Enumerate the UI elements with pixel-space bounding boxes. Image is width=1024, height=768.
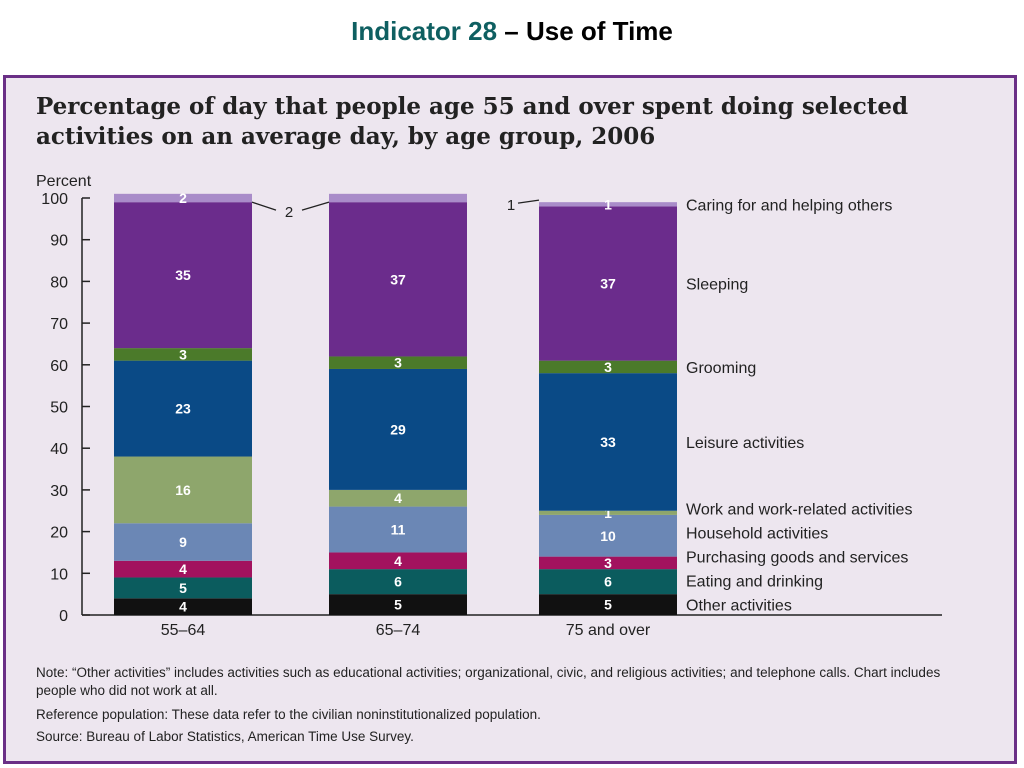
y-tick-label: 100 [41,191,68,208]
bar-segment [114,348,252,361]
bar-segment [114,202,252,349]
bar-segment [329,594,467,615]
bar-segment [329,193,467,203]
bar-segment [114,577,252,599]
bar-segment [114,360,252,457]
bar-segment [329,356,467,369]
bar-segment [114,560,252,578]
y-tick-label: 50 [50,400,68,417]
bar-segment [329,506,467,553]
bar-data-label: 4 [179,561,187,577]
legend-entry: Eating and drinking [686,574,823,591]
bar-data-label: 11 [391,522,406,538]
bar-segment [539,514,677,557]
stacked-bar-chart: Percent010203040506070809010045491623335… [36,173,942,639]
y-tick-label: 90 [50,233,68,250]
bar-data-label: 23 [175,401,191,417]
bar-data-label: 1 [604,505,612,521]
callout-leader [301,201,330,211]
y-axis-label: Percent [36,173,92,190]
callout-label: 2 [285,204,293,221]
bar-data-label: 4 [394,490,402,506]
x-tick-label: 75 and over [566,622,651,639]
legend-entry: Grooming [686,360,756,377]
x-tick-label: 55–64 [161,622,206,639]
bar-data-label: 5 [394,597,402,613]
bar-segment [114,456,252,524]
y-tick-label: 70 [50,316,68,333]
bar-segment [539,556,677,570]
source-note: Source: Bureau of Labor Statistics, Amer… [36,729,414,744]
bar-segment [329,489,467,507]
bar-data-label: 29 [390,421,406,437]
bar-segment [329,552,467,570]
bar-data-label: 5 [179,580,187,596]
chart-panel: Percentage of day that people age 55 and… [3,75,1017,764]
bar-data-label: 2 [179,190,187,206]
chart-title: Percentage of day that people age 55 and… [36,93,909,150]
bar-data-label: 1 [604,196,612,212]
bar-data-label: 6 [394,574,402,590]
bar-segment [329,368,467,490]
bar-data-label: 3 [604,359,612,375]
bar-segment [539,360,677,374]
bar-data-label: 6 [604,574,612,590]
x-tick-label: 65–74 [376,622,421,639]
bar-segment [114,598,252,615]
bar-segment [539,373,677,511]
bar-segment [329,569,467,595]
bar-data-label: 37 [390,271,406,287]
slide-title: Indicator 28 – Use of Time [0,16,1024,47]
chart-note: Note: “Other activities” includes activi… [36,665,941,698]
legend-entry: Sleeping [686,276,748,293]
bar-data-label: 9 [179,534,187,550]
callout-label: 1 [507,197,515,214]
bar-segment [539,594,677,615]
legend-entry: Purchasing goods and services [686,550,908,567]
reference-population-note: Reference population: These data refer t… [36,707,541,722]
bar-data-label: 3 [604,555,612,571]
bar-data-label: 4 [179,599,187,615]
bar-data-label: 10 [600,528,616,544]
legend-entry: Household activities [686,526,828,543]
slide-title-rest: – Use of Time [497,16,673,46]
y-tick-label: 80 [50,274,68,291]
y-tick-label: 40 [50,441,68,458]
y-tick-label: 30 [50,483,68,500]
y-tick-label: 60 [50,358,68,375]
bar-data-label: 5 [604,597,612,613]
bar-data-label: 4 [394,553,402,569]
bar-segment [539,202,677,207]
bar-segment [539,510,677,515]
legend-entry: Leisure activities [686,435,804,452]
bar-segment [539,206,677,361]
bar-segment [539,569,677,595]
legend-entry: Caring for and helping others [686,197,892,214]
bar-data-label: 33 [600,434,616,450]
legend-entry: Other activities [686,598,792,615]
callout-leader [251,201,277,211]
bar-segment [329,202,467,357]
bar-data-label: 37 [600,275,616,291]
y-tick-label: 0 [59,608,68,625]
bar-segment [114,523,252,561]
bar-data-label: 35 [175,267,191,283]
legend-entry: Work and work-related activities [686,502,912,519]
bar-data-label: 3 [394,355,402,371]
y-tick-label: 20 [50,525,68,542]
bar-segment [114,193,252,203]
y-tick-label: 10 [50,566,68,583]
callout-leader [517,199,540,204]
slide-title-accent: Indicator 28 [351,16,498,46]
bar-data-label: 16 [175,482,191,498]
bar-data-label: 3 [179,346,187,362]
